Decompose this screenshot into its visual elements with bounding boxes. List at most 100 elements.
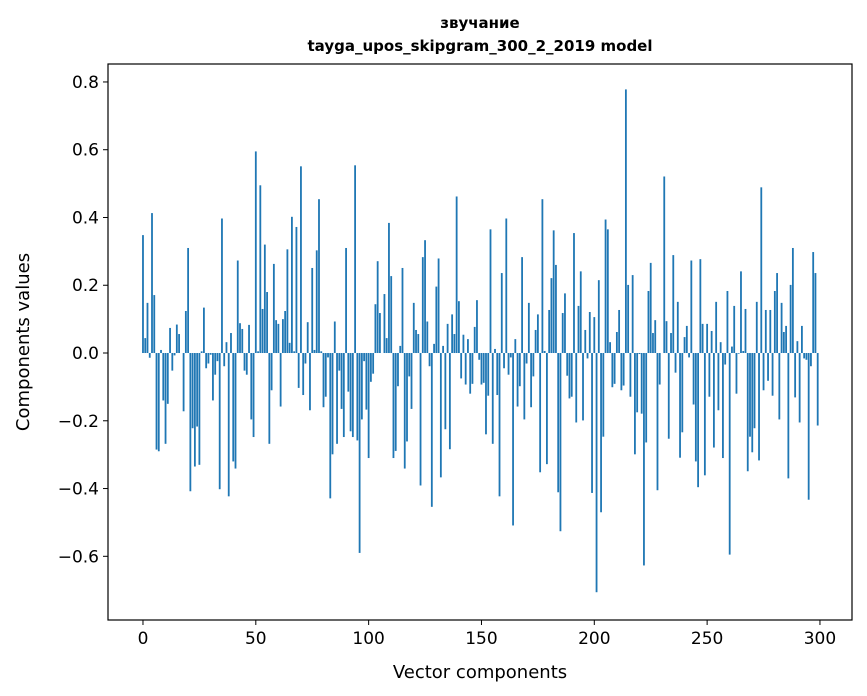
y-tick-label: −0.4 [58, 480, 99, 500]
bar [367, 353, 370, 459]
bar [223, 353, 226, 367]
bar [652, 333, 654, 354]
bar [252, 353, 255, 438]
bar [166, 353, 169, 404]
x-tick-label: 50 [245, 629, 267, 649]
x-axis-label: Vector components [393, 662, 567, 683]
bar [462, 334, 465, 354]
bar [622, 353, 625, 386]
bar [654, 320, 657, 354]
bar [162, 353, 165, 401]
bar [340, 353, 343, 409]
bar [453, 334, 456, 354]
bar [457, 301, 460, 354]
y-tick-label: −0.6 [58, 547, 99, 567]
bar [212, 353, 214, 401]
bar [266, 292, 268, 354]
bar [144, 338, 147, 354]
bar [428, 353, 431, 367]
bar [193, 353, 196, 467]
bar [755, 301, 758, 354]
bar [681, 353, 684, 433]
bar [534, 329, 537, 354]
bar [403, 353, 406, 469]
bar [151, 213, 153, 354]
bar [227, 353, 230, 497]
bar [600, 353, 602, 513]
bar [606, 229, 609, 354]
bar [570, 353, 573, 397]
bar [593, 317, 596, 354]
bar [742, 350, 745, 354]
bar [329, 353, 332, 499]
bar [293, 351, 296, 354]
bar [313, 349, 316, 354]
bar [663, 176, 666, 354]
plot-frame [107, 63, 853, 621]
bar [498, 353, 501, 497]
bar [588, 312, 591, 354]
bar [665, 321, 668, 354]
bar [640, 353, 643, 414]
bar [467, 339, 469, 354]
bar [383, 294, 386, 354]
bar [597, 280, 600, 354]
bar [577, 305, 580, 354]
bar [439, 353, 442, 478]
y-axis-label: Components values [13, 253, 34, 431]
bar [685, 325, 688, 354]
bar [618, 309, 621, 354]
bar [801, 325, 803, 354]
bar [349, 353, 352, 432]
bar [767, 353, 769, 381]
bar [683, 337, 686, 354]
bar [209, 353, 212, 355]
bar [636, 353, 639, 413]
bar [214, 353, 217, 375]
bar [148, 353, 151, 358]
bar [672, 255, 675, 354]
bar [624, 89, 627, 354]
bar [295, 226, 298, 354]
y-tick-label: 0.8 [72, 73, 99, 93]
bar [369, 353, 372, 382]
bar [374, 304, 377, 354]
bar [347, 353, 350, 392]
bar [731, 346, 733, 354]
bar [552, 230, 555, 354]
bar [385, 338, 388, 354]
bar [514, 339, 517, 354]
bar [733, 305, 736, 354]
bar [281, 319, 284, 354]
x-tick-label: 100 [352, 629, 384, 649]
y-tick-label: 0.6 [72, 141, 99, 161]
bar [243, 353, 246, 371]
bar [559, 353, 562, 532]
bar [568, 353, 571, 399]
bar [507, 353, 510, 375]
bar [602, 353, 605, 437]
bar [338, 353, 341, 371]
bar [487, 353, 490, 396]
bar [496, 353, 499, 396]
bar [200, 351, 203, 354]
bar [814, 273, 817, 354]
bar [300, 166, 302, 354]
bar [442, 345, 445, 354]
bar [773, 291, 776, 354]
bar [469, 353, 472, 394]
bar [419, 353, 422, 486]
bar [302, 353, 305, 396]
bar [455, 196, 458, 354]
bar [591, 353, 593, 493]
y-axis-ticks: −0.6 −0.4 −0.2 0.0 0.2 0.4 0.6 0.8 [58, 73, 108, 567]
bar [586, 353, 589, 359]
bar [406, 353, 408, 442]
bar [769, 309, 772, 354]
bar [261, 308, 264, 354]
bar [146, 302, 149, 354]
bar [647, 291, 650, 354]
bar [424, 240, 426, 354]
bar [803, 353, 806, 359]
bar [336, 353, 338, 444]
